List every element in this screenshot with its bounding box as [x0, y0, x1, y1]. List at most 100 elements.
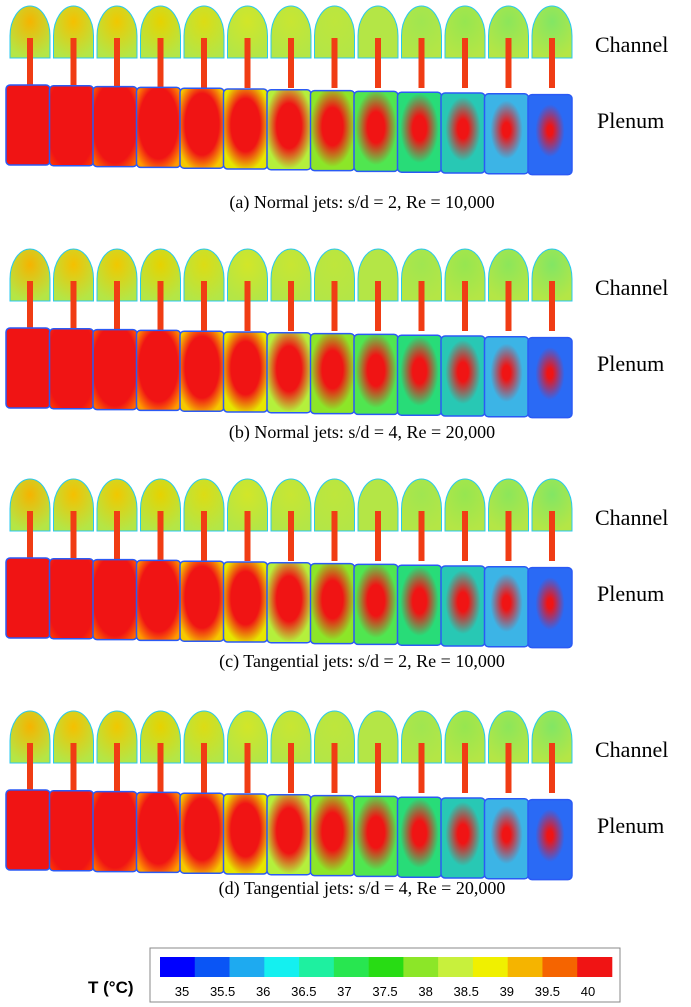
jet	[419, 743, 425, 793]
jet	[332, 281, 338, 331]
jet	[549, 511, 555, 561]
colorbar-tick: 36	[256, 984, 270, 999]
plenum-slice	[267, 90, 311, 170]
colorbar-swatch	[577, 957, 612, 977]
colorbar-tick: 38.5	[454, 984, 479, 999]
plenum-slice	[6, 328, 50, 408]
jet	[27, 743, 33, 793]
colorbar-swatch	[473, 957, 508, 977]
jet	[419, 511, 425, 561]
colorbar-swatch	[438, 957, 473, 977]
plenum-slice	[311, 796, 355, 876]
jet	[201, 743, 207, 793]
jet	[27, 511, 33, 561]
colorbar-title: T (°C)	[88, 978, 134, 997]
jet	[71, 743, 77, 793]
panel-label: Plenum	[597, 813, 664, 838]
panel-caption: (b) Normal jets: s/d = 4, Re = 20,000	[229, 422, 495, 443]
colorbar-tick: 35	[175, 984, 189, 999]
jet	[158, 38, 164, 88]
jet	[375, 743, 381, 793]
colorbar-swatch	[195, 957, 230, 977]
plenum-slice	[354, 334, 398, 414]
plenum-slice	[528, 338, 572, 418]
jet	[288, 511, 294, 561]
jet	[462, 743, 468, 793]
panel-label: Plenum	[597, 351, 664, 376]
plenum-slice	[50, 791, 94, 871]
plenum-slice	[180, 88, 224, 168]
panel-caption: (d) Tangential jets: s/d = 4, Re = 20,00…	[219, 878, 506, 899]
colorbar-tick: 36.5	[291, 984, 316, 999]
jet	[114, 511, 120, 561]
plenum-slice	[224, 794, 268, 874]
panel-caption: (a) Normal jets: s/d = 2, Re = 10,000	[229, 192, 494, 213]
jet	[462, 281, 468, 331]
plenum-slice	[6, 85, 50, 165]
colorbar-swatch	[403, 957, 438, 977]
colorbar-swatch	[508, 957, 543, 977]
plenum-slice	[354, 564, 398, 644]
plenum-slice	[267, 563, 311, 643]
colorbar-tick: 38	[418, 984, 432, 999]
plenum-slice	[137, 330, 181, 410]
plenum-slice	[267, 333, 311, 413]
plenum-slice	[354, 91, 398, 171]
plenum-slice	[528, 568, 572, 648]
plenum-slice	[224, 89, 268, 169]
jet	[114, 743, 120, 793]
plenum-slice	[224, 332, 268, 412]
jet	[245, 38, 251, 88]
panel-caption: (c) Tangential jets: s/d = 2, Re = 10,00…	[219, 651, 505, 672]
plenum-slice	[441, 93, 485, 173]
plenum-slice	[224, 562, 268, 642]
plenum-slice	[93, 792, 137, 872]
jet	[201, 38, 207, 88]
panel-label: Plenum	[597, 108, 664, 133]
jet	[549, 743, 555, 793]
panel-label: Channel	[595, 275, 668, 300]
jet	[506, 38, 512, 88]
jet	[288, 38, 294, 88]
colorbar-swatch	[369, 957, 404, 977]
jet	[114, 281, 120, 331]
plenum-slice	[180, 331, 224, 411]
jet	[114, 38, 120, 88]
plenum-slice	[6, 558, 50, 638]
plenum-slice	[93, 87, 137, 167]
jet	[288, 281, 294, 331]
jet	[27, 38, 33, 88]
plenum-slice	[50, 86, 94, 166]
plenum-slice	[441, 336, 485, 416]
jet	[549, 38, 555, 88]
plenum-slice	[528, 800, 572, 880]
colorbar-tick: 37	[337, 984, 351, 999]
plenum-slice	[441, 566, 485, 646]
plenum-slice	[398, 335, 442, 415]
colorbar-swatch	[299, 957, 334, 977]
colorbar-swatch	[334, 957, 369, 977]
plenum-slice	[485, 799, 529, 879]
plenum-slice	[93, 330, 137, 410]
jet	[549, 281, 555, 331]
jet	[71, 511, 77, 561]
colorbar-tick: 35.5	[210, 984, 235, 999]
jet	[332, 511, 338, 561]
colorbar-swatch	[542, 957, 577, 977]
jet	[158, 281, 164, 331]
plenum-slice	[180, 561, 224, 641]
plenum-slice	[137, 560, 181, 640]
jet	[245, 511, 251, 561]
jet	[506, 743, 512, 793]
jet	[419, 38, 425, 88]
plenum-slice	[528, 95, 572, 175]
jet	[288, 743, 294, 793]
jet	[419, 281, 425, 331]
jet	[375, 38, 381, 88]
colorbar-tick: 37.5	[372, 984, 397, 999]
jet	[71, 281, 77, 331]
plenum-slice	[180, 793, 224, 873]
colorbar-swatch	[160, 957, 195, 977]
colorbar-tick: 39.5	[535, 984, 560, 999]
plenum-slice	[311, 564, 355, 644]
